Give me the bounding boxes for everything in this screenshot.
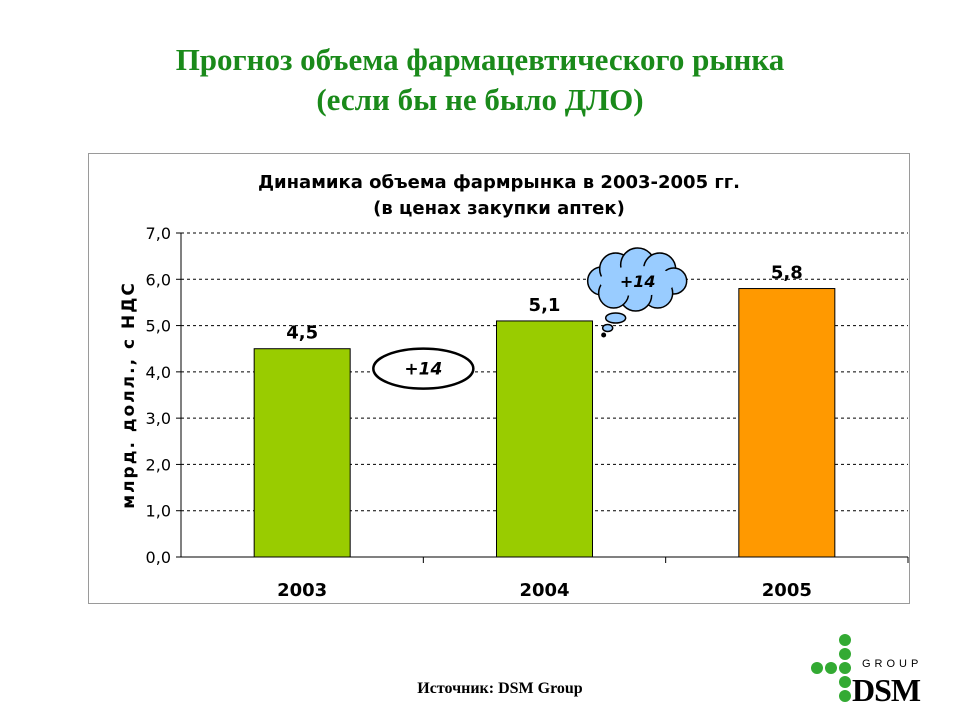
logo-text: DSM [852, 672, 921, 708]
data-label: 5,1 [529, 295, 561, 316]
cloud-tail-bubble [604, 312, 627, 324]
x-tick-label: 2005 [762, 580, 812, 601]
logo-dots-icon [811, 634, 851, 702]
annotation-label: +14 [404, 360, 442, 380]
annotation-label: +14 [620, 272, 656, 291]
slide-title: Прогноз объема фармацевтического рынка (… [0, 40, 960, 120]
y-tick-label: 0,0 [146, 548, 171, 567]
cloud-tail-bubble [601, 323, 614, 333]
slide-title-line1: Прогноз объема фармацевтического рынка [175, 42, 785, 77]
slide-title-line2: (если бы не было ДЛО) [316, 82, 644, 117]
chart-frame: Динамика объема фармрынка в 2003-2005 гг… [88, 153, 910, 604]
data-label: 5,8 [771, 263, 803, 284]
y-axis-label: млрд. долл., с НДС [119, 281, 139, 509]
chart-subtitle: (в ценах закупки аптек) [373, 198, 625, 219]
annotation-cloud [586, 247, 688, 312]
x-tick-label: 2004 [519, 580, 569, 601]
y-tick-label: 3,0 [146, 409, 171, 428]
x-tick-label: 2003 [277, 580, 327, 601]
bar [738, 288, 836, 558]
source-note: Источник: DSM Group [417, 680, 583, 697]
y-tick-label: 2,0 [146, 455, 171, 474]
annotation-ellipse [372, 347, 475, 390]
y-tick-label: 7,0 [146, 224, 171, 243]
y-tick-label: 4,0 [146, 363, 171, 382]
dsm-logo: GROUP DSM [800, 630, 950, 715]
bar-chart: Динамика объема фармрынка в 2003-2005 гг… [119, 172, 909, 601]
bar [496, 320, 593, 558]
bar [253, 348, 351, 558]
y-tick-label: 6,0 [146, 270, 171, 289]
chart-title: Динамика объема фармрынка в 2003-2005 гг… [258, 172, 740, 193]
cloud-tail-bubble [601, 332, 607, 338]
y-tick-label: 5,0 [146, 317, 171, 336]
data-label: 4,5 [286, 323, 318, 344]
logo-subtext: GROUP [862, 658, 923, 670]
y-tick-label: 1,0 [146, 502, 171, 521]
